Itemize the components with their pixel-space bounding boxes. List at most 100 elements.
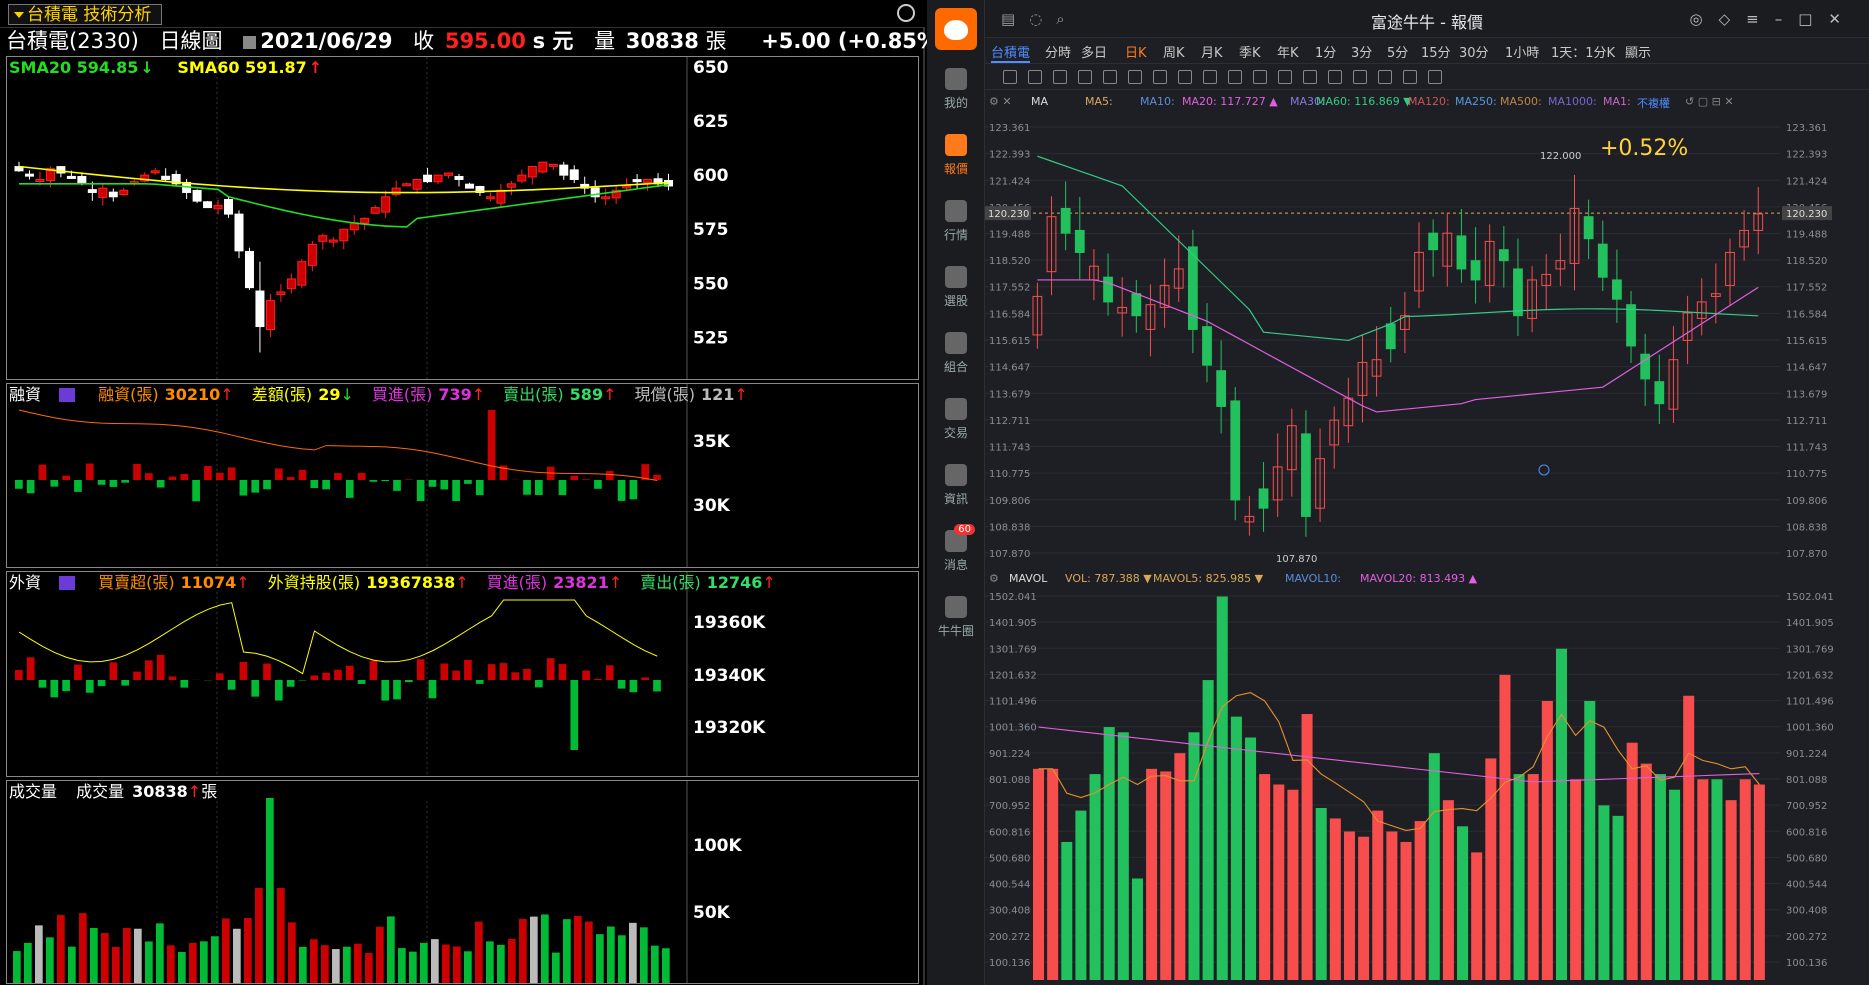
zoom-icon[interactable]: [897, 4, 915, 22]
settings-icon[interactable]: ⚙ ✕: [989, 95, 1012, 108]
volume-pane[interactable]: 100K 50K 成交量 成交量 30838↑張: [6, 780, 919, 984]
dock-icon[interactable]: ≡: [1746, 10, 1775, 28]
drawing-tool-icon[interactable]: [1228, 70, 1242, 84]
candle-body: [77, 176, 87, 185]
settings-icon[interactable]: ⚙: [989, 572, 999, 585]
nav-item[interactable]: 行情: [927, 200, 985, 243]
drawing-tool-icon[interactable]: [1153, 70, 1167, 84]
arrow-up-icon: ↑: [608, 573, 623, 592]
drawing-tool-icon[interactable]: [1128, 70, 1142, 84]
volume-bar: [1343, 831, 1355, 980]
margin-pane[interactable]: 35K 30K 融資 融資(張) 30210↑ 差額(張) 29↓ 買進(張) 739↑ 賣出…: [6, 383, 919, 568]
nav-item[interactable]: 資訊: [927, 464, 985, 507]
drawing-tool-icon[interactable]: [1203, 70, 1217, 84]
left-nav: 我的報價行情選股組合交易資訊消息 60 牛牛圈: [927, 0, 985, 985]
candle-body: [601, 196, 611, 200]
futu-volume-chart[interactable]: 1502.041 1502.041 1401.905 1401.905 1301.769…: [985, 590, 1869, 985]
shirt-icon[interactable]: ◇: [1718, 10, 1747, 28]
tab-technical-analysis[interactable]: 台積電 技術分析: [8, 4, 163, 25]
drawing-tool-icon[interactable]: [1003, 70, 1017, 84]
period-tab[interactable]: 30分: [1459, 46, 1489, 61]
volume-bar: [1640, 763, 1652, 980]
adjust-select[interactable]: 不複權: [1637, 97, 1670, 110]
bell-icon[interactable]: ◌: [1029, 10, 1057, 28]
drawing-tool-icon[interactable]: [1103, 70, 1117, 84]
period-tab[interactable]: 1天：1分K: [1551, 46, 1616, 61]
period-tab[interactable]: 年K: [1277, 46, 1299, 61]
nav-item[interactable]: 消息 60: [927, 524, 985, 573]
period-tab[interactable]: 分時: [1045, 46, 1072, 61]
dropdown-icon[interactable]: [243, 35, 257, 49]
volume-bar: [629, 922, 637, 983]
drawing-tool-icon[interactable]: [1078, 70, 1092, 84]
drawing-tool-icon[interactable]: [1403, 70, 1417, 84]
nav-item[interactable]: 我的: [927, 68, 985, 111]
drawing-tool-icon[interactable]: [1328, 70, 1342, 84]
foreign-pane[interactable]: 19360K 19340K 19320K 外資 買賣超(張) 11074↑ 外資持股(張…: [6, 571, 919, 777]
toolbar-right-icons[interactable]: ↺ ▢ ⊟ ✕: [1685, 95, 1734, 108]
price-pane[interactable]: SMA20 594.85 ↓ SMA60 591.87 ↑ 650 625 600 575…: [6, 56, 919, 380]
indicator-settings-icon[interactable]: [59, 576, 76, 590]
sma60-line: [18, 165, 669, 194]
nav-item[interactable]: 選股: [927, 266, 985, 309]
nav-item[interactable]: 組合: [927, 332, 985, 375]
legend-item-value: 11074: [180, 573, 237, 592]
margin-bar: [653, 474, 661, 480]
drawing-tool-icon[interactable]: [1253, 70, 1267, 84]
period-tab[interactable]: 月K: [1201, 46, 1223, 61]
minimize-icon[interactable]: –: [1774, 10, 1799, 28]
drawing-tool-icon[interactable]: [1353, 70, 1367, 84]
period-tab[interactable]: 多日: [1081, 46, 1108, 61]
nav-item[interactable]: 報價: [927, 134, 985, 177]
headset-icon[interactable]: ◎: [1689, 10, 1719, 28]
maximize-icon[interactable]: □: [1798, 10, 1829, 28]
volume-bar: [167, 945, 175, 983]
candle-body: [1117, 306, 1128, 314]
volume-bar: [541, 914, 549, 983]
volume-bar: [420, 942, 428, 983]
drawing-tool-icon[interactable]: [1053, 70, 1067, 84]
nav-item[interactable]: 牛牛圈: [927, 596, 985, 639]
legend-item-value: 29: [318, 385, 341, 404]
period-tab[interactable]: 1小時: [1505, 46, 1540, 61]
menu-icon[interactable]: ▤: [1001, 10, 1030, 28]
period-tab[interactable]: 顯示: [1625, 46, 1652, 61]
y-tick-label: 50K: [693, 903, 731, 923]
drawing-tool-icon[interactable]: [1178, 70, 1192, 84]
period-tab[interactable]: 日K: [1125, 46, 1147, 61]
ma1000-label: MA1000:: [1548, 95, 1597, 108]
legend-item-value: 121: [700, 385, 735, 404]
drawing-tool-icon[interactable]: [1303, 70, 1317, 84]
candle-body: [1074, 229, 1085, 253]
drawing-tool-icon[interactable]: [1278, 70, 1292, 84]
ma-select[interactable]: MA: [1031, 95, 1049, 108]
period-tab[interactable]: 1分: [1315, 46, 1337, 61]
period-tab[interactable]: 季K: [1239, 46, 1261, 61]
candle-body: [108, 191, 118, 198]
mavol-select[interactable]: MAVOL: [1009, 572, 1048, 585]
drawing-tool-icon[interactable]: [1428, 70, 1442, 84]
margin-bar: [357, 472, 366, 480]
period-tab[interactable]: 3分: [1351, 46, 1373, 61]
margin-bar: [38, 464, 47, 480]
arrow-up-icon: ↑: [455, 573, 469, 592]
candle-body: [45, 168, 55, 182]
period-tab[interactable]: 台積電: [991, 42, 1031, 63]
close-icon[interactable]: ✕: [1828, 10, 1857, 28]
indicator-settings-icon[interactable]: [59, 388, 76, 402]
mavol5-line: [1038, 692, 1760, 832]
volume-bar: [1230, 716, 1242, 980]
period-tab[interactable]: 周K: [1163, 46, 1185, 61]
ma20-line: [1037, 279, 1759, 413]
drawing-tool-icon[interactable]: [1028, 70, 1042, 84]
volume-bar: [1725, 800, 1737, 980]
nav-item[interactable]: 交易: [927, 398, 985, 441]
futu-candlestick-chart[interactable]: 123.361 123.361 122.393 122.393 121.424 121.4…: [985, 113, 1869, 568]
period-tab[interactable]: 5分: [1387, 46, 1409, 61]
search-icon[interactable]: ⌕: [1056, 10, 1079, 28]
legend-item: 買進(張) 23821↑: [487, 573, 623, 592]
chart-period[interactable]: 日線圖: [159, 29, 223, 53]
drawing-tool-icon[interactable]: [1378, 70, 1392, 84]
app-logo[interactable]: [935, 8, 977, 50]
period-tab[interactable]: 15分: [1421, 46, 1451, 61]
